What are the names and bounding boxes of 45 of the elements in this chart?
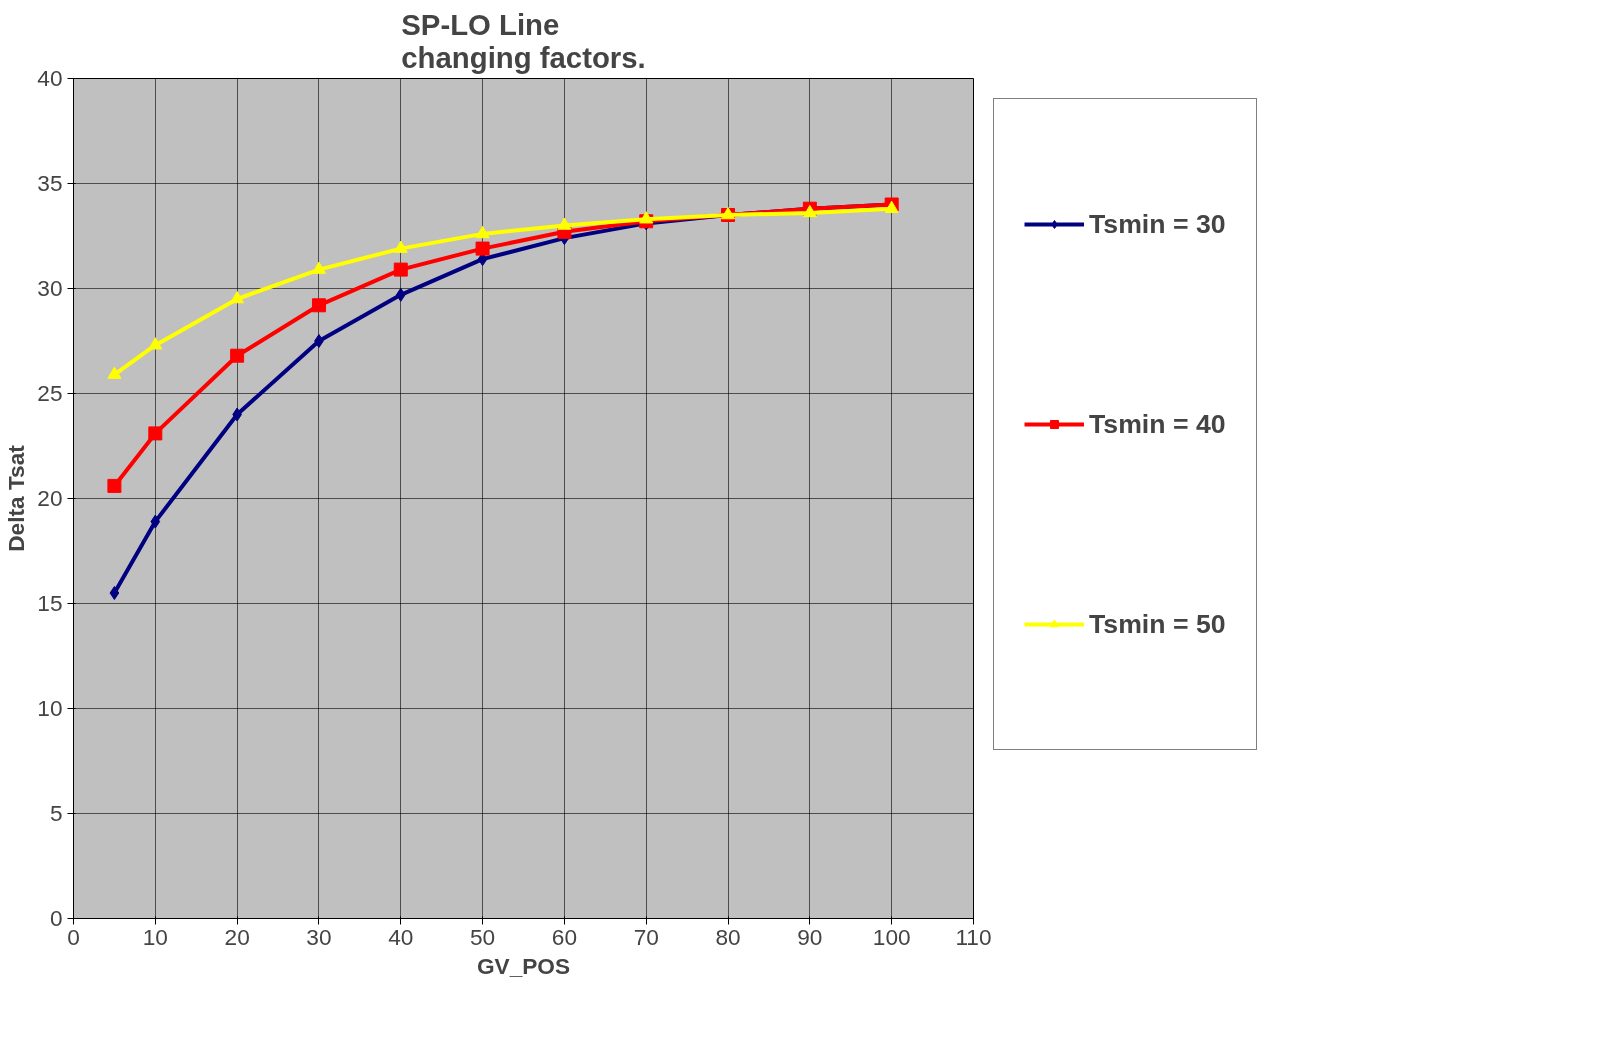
- point: [311, 298, 326, 313]
- point: [557, 217, 572, 230]
- point: [148, 337, 163, 350]
- point: [475, 225, 490, 239]
- x-tick-label: 70: [633, 923, 659, 950]
- x-tick-label: 100: [872, 923, 911, 950]
- point: [639, 211, 654, 224]
- x-tick-label: 30: [306, 923, 332, 950]
- y-tick-label: 30: [37, 275, 63, 301]
- x-axis-title: GV_POS: [476, 952, 571, 979]
- point: [107, 478, 122, 493]
- legend-label: Tsmin = 30: [1089, 207, 1226, 241]
- y-tick-label: 25: [37, 380, 63, 406]
- y-tick-label: 40: [37, 65, 63, 91]
- x-tick-label: 10: [142, 923, 168, 950]
- x-tick-label: 40: [388, 923, 414, 950]
- y-tick-label: 5: [49, 800, 63, 826]
- point: [475, 241, 490, 256]
- legend-label: Tsmin = 50: [1089, 607, 1226, 641]
- point: [393, 240, 408, 253]
- point: [148, 426, 163, 441]
- x-tick-label: 20: [224, 923, 250, 950]
- legend-label: Tsmin = 40: [1089, 407, 1226, 441]
- x-tick-label: 60: [551, 923, 578, 950]
- point: [150, 514, 161, 529]
- x-tick-label: 80: [715, 923, 741, 950]
- y-tick-label: 15: [37, 590, 63, 616]
- point: [393, 262, 408, 277]
- point: [230, 290, 245, 304]
- point: [395, 287, 406, 302]
- y-tick-label: 0: [49, 905, 63, 931]
- point: [314, 334, 324, 348]
- chart-title: SP-LO Line changing factors.: [401, 7, 646, 74]
- y-axis-title: Delta Tsat: [3, 444, 30, 552]
- x-tick-label: 90: [797, 923, 823, 950]
- point: [107, 366, 122, 379]
- point: [230, 348, 245, 363]
- y-tick-label: 10: [37, 695, 63, 721]
- x-tick-label: 110: [955, 923, 992, 950]
- y-tick-label: 20: [37, 485, 63, 511]
- x-tick-label: 50: [469, 923, 496, 950]
- point: [311, 261, 326, 274]
- y-tick-label: 35: [37, 170, 63, 196]
- point: [109, 586, 120, 600]
- x-tick-label: 0: [67, 923, 80, 950]
